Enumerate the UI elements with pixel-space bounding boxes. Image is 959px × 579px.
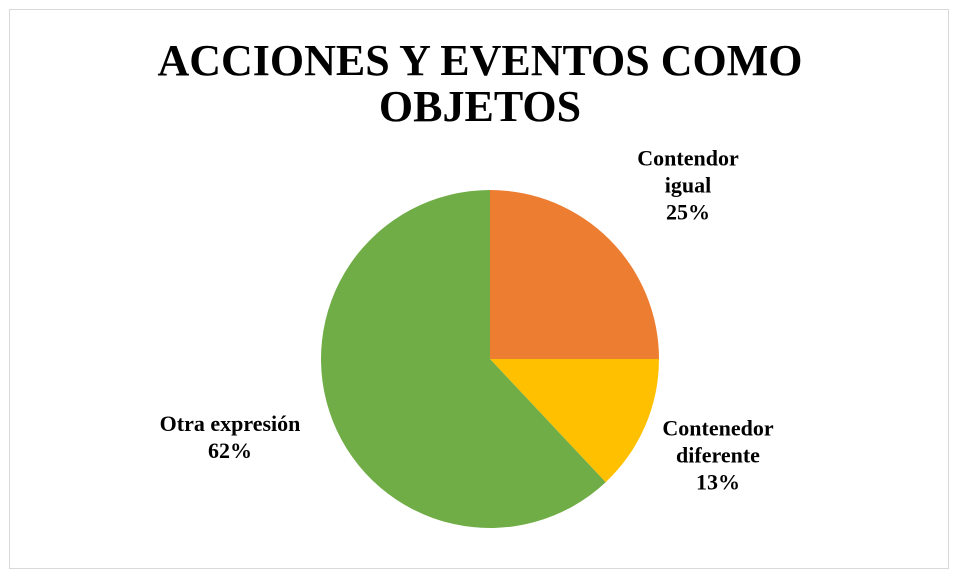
chart-frame — [9, 9, 949, 569]
value-label: 62% — [208, 438, 252, 463]
chart-title: ACCIONES Y EVENTOS COMO OBJETOS — [157, 36, 803, 131]
pie-slice — [490, 190, 659, 359]
data-label: Contendor igual 25% — [618, 145, 758, 226]
category-label: Contendor igual — [637, 145, 739, 198]
category-label: Otra expresión — [159, 411, 301, 436]
pie-slice — [321, 190, 606, 528]
pie-slice — [490, 359, 659, 483]
category-label: Contenedor diferente — [662, 415, 774, 468]
data-label: Otra expresión 62% — [130, 410, 330, 464]
value-label: 25% — [666, 199, 710, 225]
data-label: Contenedor diferente 13% — [648, 415, 788, 496]
value-label: 13% — [696, 469, 740, 495]
